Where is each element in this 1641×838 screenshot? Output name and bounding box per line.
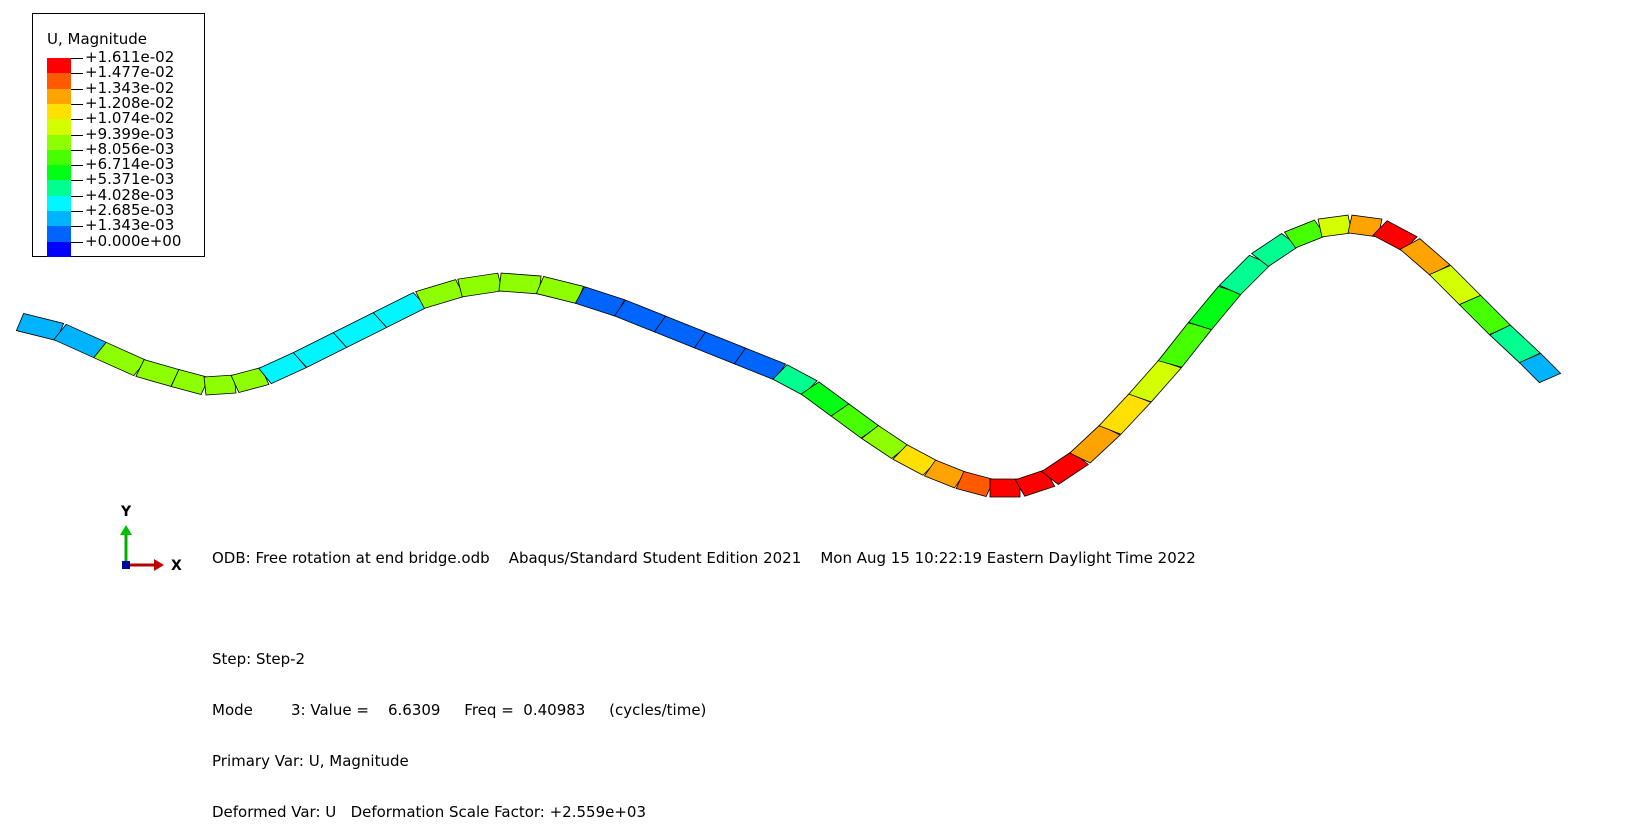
beam-element (203, 374, 237, 396)
legend-tick (71, 58, 83, 59)
legend-tick (71, 88, 83, 90)
z-axis-origin (122, 561, 130, 569)
legend-value: +4.028e-03 (85, 185, 175, 204)
deformed-var-line: Deformed Var: U Deformation Scale Factor… (212, 803, 647, 821)
legend-value: +0.000e+00 (85, 231, 182, 250)
primary-var-line: Primary Var: U, Magnitude (212, 752, 409, 770)
contour-legend: U, Magnitude +1.611e-02 +1.477e-02 +1.343e… (32, 13, 205, 258)
viewport-info-text: ODB: Free rotation at end bridge.odb Aba… (212, 516, 1196, 838)
beam-element (415, 279, 465, 309)
axis-triad: Y X (110, 503, 190, 583)
legend-swatch (47, 165, 71, 181)
legend-value: +1.208e-02 (85, 93, 175, 112)
legend-swatch (47, 149, 71, 166)
legend-value: +1.074e-02 (85, 109, 175, 128)
beam-element (1157, 322, 1213, 368)
legend-value: +1.343e-03 (85, 216, 175, 235)
legend-tick (71, 134, 83, 136)
beam-element (772, 364, 818, 396)
beam-element (1098, 393, 1152, 435)
beam-element (498, 272, 542, 295)
legend-value: +1.343e-02 (85, 78, 175, 97)
legend-title: U, Magnitude (47, 30, 147, 48)
legend-value: +6.714e-03 (85, 155, 175, 174)
legend-swatch (47, 58, 71, 74)
legend-tick (71, 195, 83, 197)
legend-swatch (47, 134, 71, 151)
legend-swatch (47, 103, 71, 120)
beam-element (1317, 214, 1353, 238)
beam-element (170, 369, 210, 395)
beam-element (1250, 233, 1300, 267)
beam-element (989, 478, 1021, 498)
legend-swatch (47, 195, 71, 212)
odb-info-line: ODB: Free rotation at end bridge.odb Aba… (212, 549, 1196, 567)
beam-element (1489, 324, 1541, 364)
legend-value: +1.477e-02 (85, 63, 175, 82)
legend-tick (71, 119, 83, 121)
beam-element (372, 292, 428, 328)
legend-value: +1.611e-02 (85, 48, 175, 66)
beam-element (1399, 238, 1451, 276)
legend-tick (71, 241, 83, 243)
beam-element (457, 272, 503, 298)
legend-tick (71, 180, 83, 182)
legend-swatch (47, 88, 71, 105)
beam-element (1187, 285, 1243, 331)
legend-value: +5.371e-03 (85, 170, 175, 189)
beam-element (15, 312, 65, 342)
x-axis-label: X (171, 558, 182, 574)
legend-value: +8.056e-03 (85, 139, 175, 158)
beam-element (1218, 254, 1272, 296)
deformed-beam-viewport (15, 214, 1562, 498)
legend-tick (71, 103, 83, 105)
beam-element (574, 286, 626, 317)
legend-swatch (47, 226, 71, 243)
beam-element (1372, 220, 1418, 252)
beam-element (1518, 352, 1562, 384)
step-line: Step: Step-2 (212, 650, 306, 668)
beam-element (1283, 219, 1327, 249)
legend-value: +2.685e-03 (85, 201, 175, 219)
beam-element (733, 347, 787, 381)
legend-swatch (47, 119, 71, 135)
legend-swatch (47, 241, 71, 258)
legend-swatch (47, 211, 71, 227)
beam-element (955, 471, 995, 497)
legend-tick (71, 165, 83, 167)
legend-tick (71, 73, 83, 75)
legend-tick (71, 149, 83, 151)
y-axis-label: Y (121, 504, 132, 520)
legend-swatch (47, 180, 71, 197)
beam-element (535, 275, 585, 305)
legend-swatch (47, 73, 71, 90)
beam-element (1347, 214, 1383, 238)
beam-element (1128, 359, 1182, 403)
mode-line: Mode 3: Value = 6.6309 Freq = 0.40983 (c… (212, 701, 707, 719)
legend-tick (71, 226, 83, 228)
legend-value: +9.399e-03 (85, 124, 175, 143)
legend-tick (71, 211, 83, 212)
